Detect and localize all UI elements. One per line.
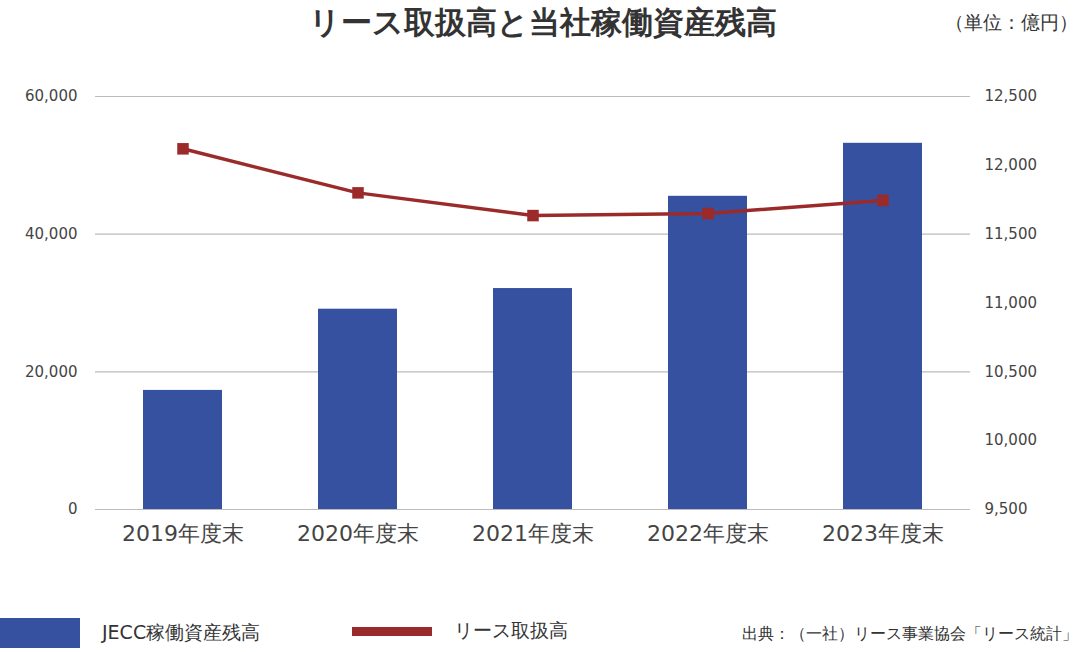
html-text:リース取扱高と当社稼働資産残高: リース取扱高と当社稼働資産残高: [309, 4, 777, 40]
svg-text:0: 0: [68, 500, 78, 518]
svg-text:2019年度末: 2019年度末: [122, 521, 244, 546]
svg-text:12,000: 12,000: [985, 156, 1038, 174]
svg-text:20,000: 20,000: [25, 363, 78, 381]
svg-text:9,500: 9,500: [985, 500, 1028, 518]
svg-text:2020年度末: 2020年度末: [297, 521, 419, 546]
html-text:出典：（一社）リース事業協会「リース統計」: 出典：（一社）リース事業協会「リース統計」: [742, 624, 1078, 643]
html-text:JECC稼働資産残高: JECC稼働資産残高: [102, 621, 261, 643]
html-text:リース取扱高: リース取扱高: [454, 619, 568, 641]
svg-text:11,500: 11,500: [985, 225, 1038, 243]
svg-text:12,500: 12,500: [985, 87, 1038, 105]
svg-text:2022年度末: 2022年度末: [647, 521, 769, 546]
svg-text:40,000: 40,000: [25, 225, 78, 243]
svg-text:60,000: 60,000: [25, 87, 78, 105]
svg-text:10,000: 10,000: [985, 431, 1038, 449]
svg-text:2023年度末: 2023年度末: [822, 521, 944, 546]
html-text:（単位：億円）: （単位：億円）: [945, 11, 1078, 33]
svg-text:10,500: 10,500: [985, 363, 1038, 381]
svg-text:2021年度末: 2021年度末: [472, 521, 594, 546]
svg-text:11,000: 11,000: [985, 294, 1038, 312]
